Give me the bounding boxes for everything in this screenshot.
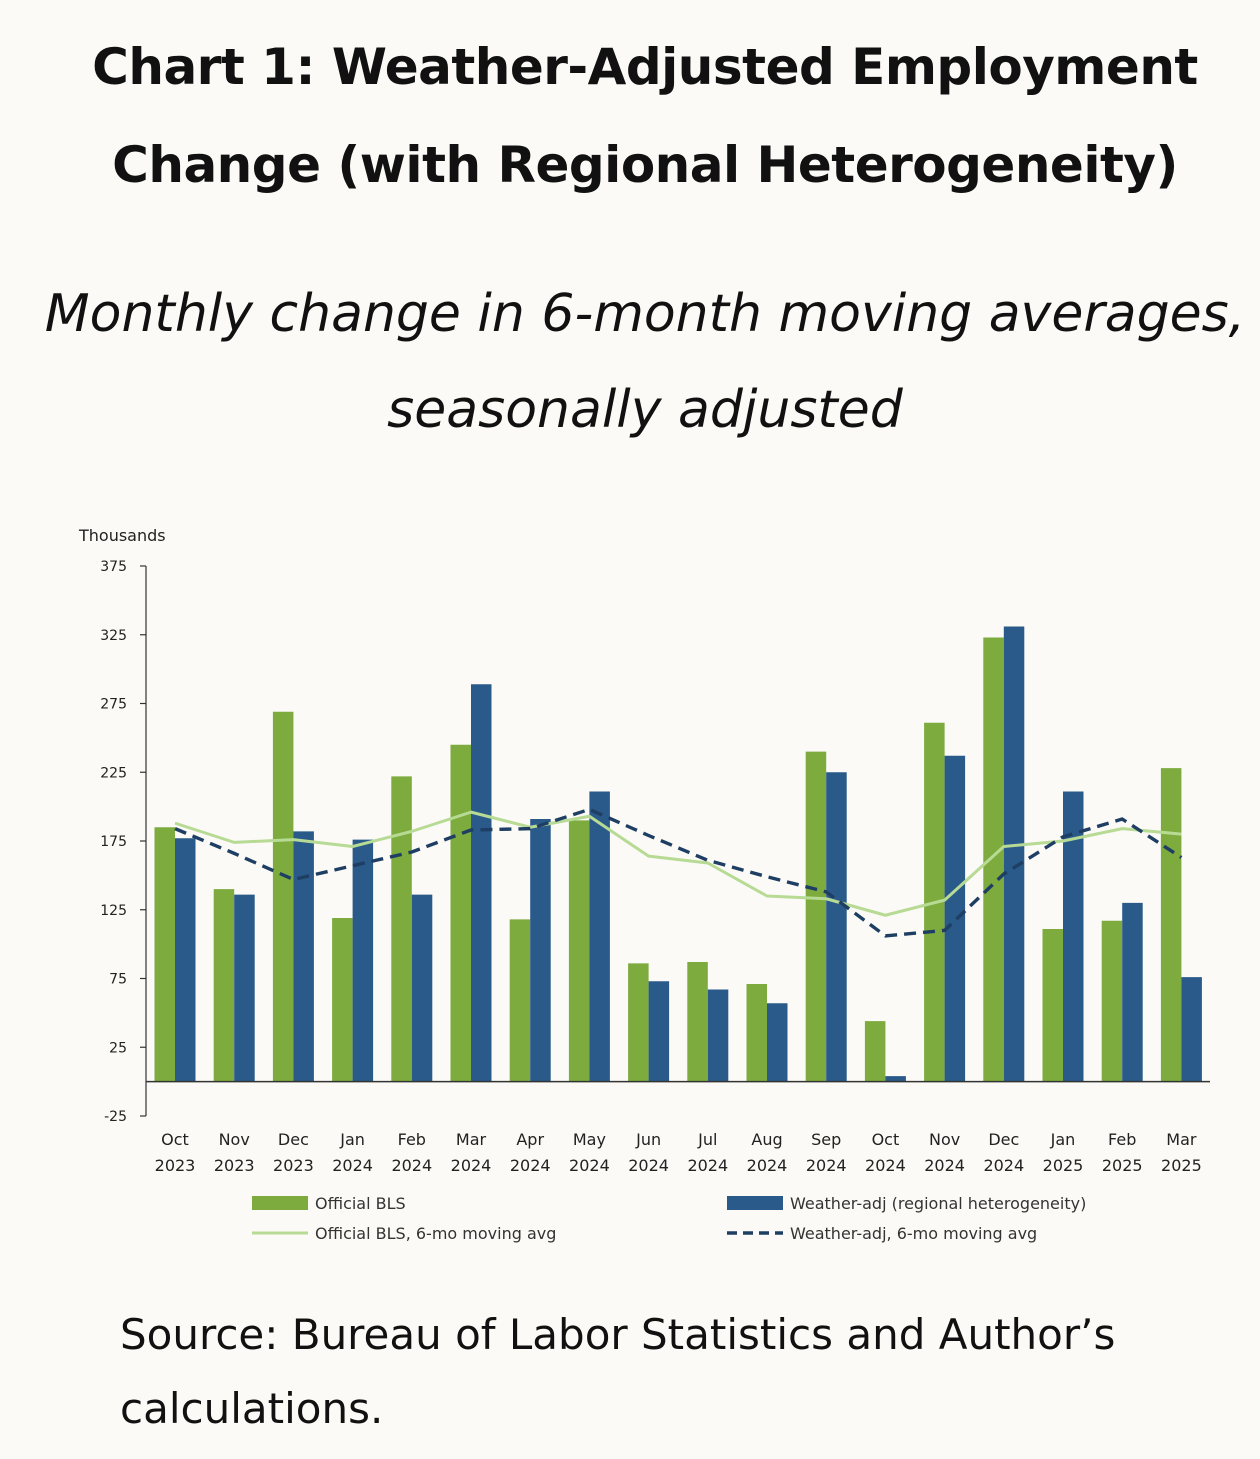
legend-label: Weather-adj (regional heterogeneity) [790,1194,1086,1213]
legend-label: Official BLS, 6-mo moving avg [315,1224,556,1243]
chart-subtitle: Monthly change in 6-month moving average… [44,284,1246,440]
bar-weather-adj [648,981,670,1082]
y-tick-label: -25 [104,1109,127,1125]
bar-weather-adj [352,839,374,1082]
x-tick-label-month: Jan [1050,1130,1076,1149]
bar-weather-adj [411,894,433,1082]
legend-item: Weather-adj (regional heterogeneity) [727,1194,1086,1213]
x-tick-label-month: Aug [751,1130,782,1149]
bar-weather-adj [530,819,551,1082]
bar-official-bls [272,711,294,1082]
bar-official-bls [864,1021,886,1082]
x-tick-label-year: 2024 [983,1156,1024,1175]
bar-official-bls [1101,920,1123,1082]
y-tick-label: 125 [100,903,127,919]
bar-weather-adj [234,894,255,1082]
bar-weather-adj [826,772,847,1082]
bar-weather-adj [293,831,314,1082]
x-tick-label-month: Nov [219,1130,250,1149]
bar-weather-adj [1122,902,1143,1082]
bar-weather-adj [175,838,196,1082]
bar-weather-adj [589,791,610,1082]
bar-official-bls [746,984,767,1082]
x-tick-label-month: Mar [1166,1130,1197,1149]
bar-official-bls [1042,929,1063,1082]
legend-item: Weather-adj, 6-mo moving avg [727,1224,1037,1243]
line-weather-adj-moving-avg [174,807,1183,938]
x-tick-label-month: Sep [811,1130,841,1149]
x-tick-label-month: Jan [339,1130,365,1149]
bar-weather-adj [767,1003,788,1082]
y-tick-label: 225 [100,765,127,781]
bar-official-bls [450,744,471,1082]
bar-official-bls [154,827,175,1082]
x-tick-label-month: Dec [278,1130,309,1149]
y-axis-label: Thousands [78,526,166,545]
x-tick-label-month: Dec [988,1130,1019,1149]
bar-weather-adj [1003,626,1025,1082]
bar-weather-adj [1181,977,1202,1082]
x-tick-label-year: 2024 [806,1156,847,1175]
x-tick-label-year: 2024 [451,1156,492,1175]
bar-official-bls [213,889,235,1082]
y-tick-label: 25 [109,1040,127,1056]
legend-swatch [252,1196,308,1210]
bar-official-bls [687,962,708,1082]
x-tick-label-month: Apr [516,1130,544,1149]
x-tick-label-year: 2025 [1102,1156,1143,1175]
legend-item: Official BLS, 6-mo moving avg [252,1224,556,1243]
bar-official-bls [805,751,827,1082]
y-tick-label: 325 [100,628,127,644]
x-tick-label-year: 2024 [924,1156,965,1175]
bar-official-bls [509,919,531,1082]
y-tick-label: 275 [100,697,127,713]
x-tick-label-month: Nov [929,1130,960,1149]
x-tick-label-year: 2024 [865,1156,906,1175]
bar-weather-adj [885,1076,906,1082]
x-tick-label-month: Jun [635,1130,661,1149]
bar-official-bls [391,776,412,1082]
x-tick-label-month: Mar [456,1130,487,1149]
x-tick-label-month: Feb [398,1130,426,1149]
x-tick-label-month: May [573,1130,606,1149]
x-tick-label-month: Oct [161,1130,189,1149]
employment-chart: Thousands 375 325 275 225 175 125 75 25 -25 Oct 20… [78,526,1210,1243]
source-note: Source: Bureau of Labor Statistics and A… [120,1310,1116,1433]
bar-official-bls [568,820,590,1082]
bar-official-bls [983,637,1004,1082]
legend-item: Official BLS [252,1194,406,1213]
x-tick-label-year: 2024 [391,1156,432,1175]
plot-area: 375 325 275 225 175 125 75 25 -25 Oct 2023 Nov 2023 D… [100,559,1210,1243]
x-tick-label-year: 2025 [1043,1156,1084,1175]
x-tick-label-month: Oct [872,1130,900,1149]
y-tick-label: 175 [100,834,127,850]
x-tick-label-month: Feb [1108,1130,1136,1149]
x-tick-label-year: 2024 [332,1156,373,1175]
line-official-moving-avg [174,810,1182,917]
x-tick-label-year: 2024 [687,1156,728,1175]
chart-title: Chart 1: Weather-Adjusted Employment Cha… [92,38,1198,194]
bar-weather-adj [471,684,492,1082]
legend-label: Official BLS [315,1194,406,1213]
bar-official-bls [1160,768,1182,1082]
x-tick-label-year: 2023 [155,1156,196,1175]
x-tick-label-year: 2024 [628,1156,669,1175]
x-tick-label-year: 2023 [214,1156,255,1175]
bar-weather-adj [944,755,966,1082]
bar-official-bls [332,918,353,1082]
y-tick-label: 375 [100,559,127,575]
x-tick-label-year: 2023 [273,1156,314,1175]
bar-weather-adj [1063,791,1084,1082]
y-tick-label: 75 [109,972,127,988]
bar-weather-adj [707,989,729,1082]
x-tick-label-year: 2024 [569,1156,610,1175]
x-tick-label-year: 2024 [510,1156,551,1175]
legend-swatch [727,1196,783,1210]
x-tick-label-month: Jul [697,1130,717,1149]
x-tick-label-year: 2024 [747,1156,788,1175]
legend-label: Weather-adj, 6-mo moving avg [790,1224,1037,1243]
bar-official-bls [628,963,649,1082]
x-tick-label-year: 2025 [1161,1156,1202,1175]
